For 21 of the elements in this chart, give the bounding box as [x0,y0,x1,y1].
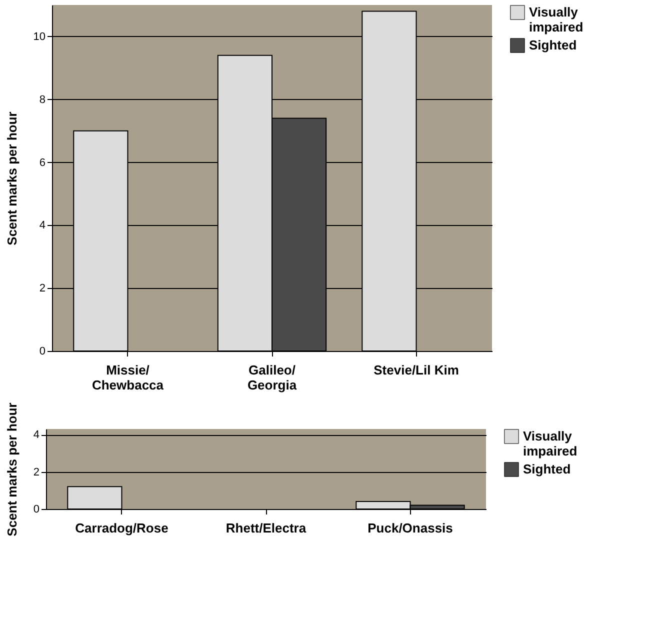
x-tick-label: Stevie/Lil Kim [374,362,459,378]
y-axis-title: Scent marks per hour [4,112,20,246]
y-axis-title: Scent marks per hour [4,402,20,536]
y-tick-label: 2 [33,466,40,478]
legend-label: Visually impaired [523,428,578,458]
y-tick-label: 0 [33,504,40,516]
x-tick-label: Puck/Onassis [368,520,453,536]
x-tick-label: Galileo/ Georgia [247,362,298,392]
x-tick-label: Carradog/Rose [75,520,168,536]
y-tick-label: 0 [39,346,46,358]
y-tick-label: 4 [33,429,40,442]
legend-label: Sighted [529,38,577,52]
y-tick-label: 4 [39,220,46,232]
x-tick-label: Rhett/Electra [226,520,307,536]
y-tick-label: 2 [39,282,46,295]
legend-label: Sighted [523,462,571,476]
y-tick-label: 8 [39,94,46,106]
y-tick-label: 6 [39,156,46,169]
x-tick-label: Missie/ Chewbacca [92,362,164,392]
legend-label: Visually impaired [529,4,584,34]
y-tick-label: 10 [33,30,46,43]
